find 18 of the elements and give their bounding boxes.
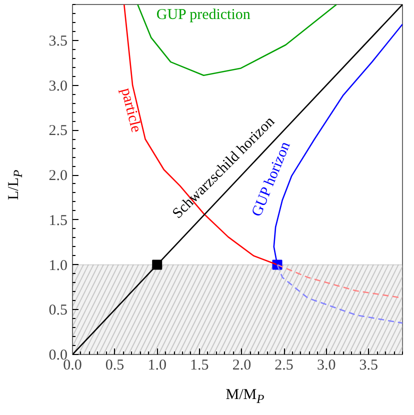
x-tick-label: 0.5	[105, 358, 124, 374]
x-tick-label: 1.0	[148, 358, 166, 374]
y-tick-label: 0.5	[48, 302, 68, 319]
x-tick-label: 2.0	[232, 358, 252, 374]
y-tick-label: 1.5	[48, 212, 68, 229]
x-tick-label: 2.5	[274, 358, 294, 374]
y-tick-label: 1.0	[48, 258, 68, 274]
y-tick-label: 3.0	[48, 78, 68, 94]
x-tick-label: 3.5	[359, 358, 378, 374]
x-tick-label: 3.0	[316, 358, 336, 374]
y-tick-label: 2.5	[48, 123, 68, 140]
y-tick-label: 3.5	[48, 33, 68, 50]
x-axis-title: M/M$_{P}$	[226, 386, 264, 408]
x-tick-label: 1.5	[190, 358, 209, 374]
line-series	[137, 4, 338, 76]
text: particle	[117, 86, 144, 134]
y-tick-label: 2.0	[48, 168, 68, 184]
series-label: GUP prediction	[156, 6, 251, 23]
